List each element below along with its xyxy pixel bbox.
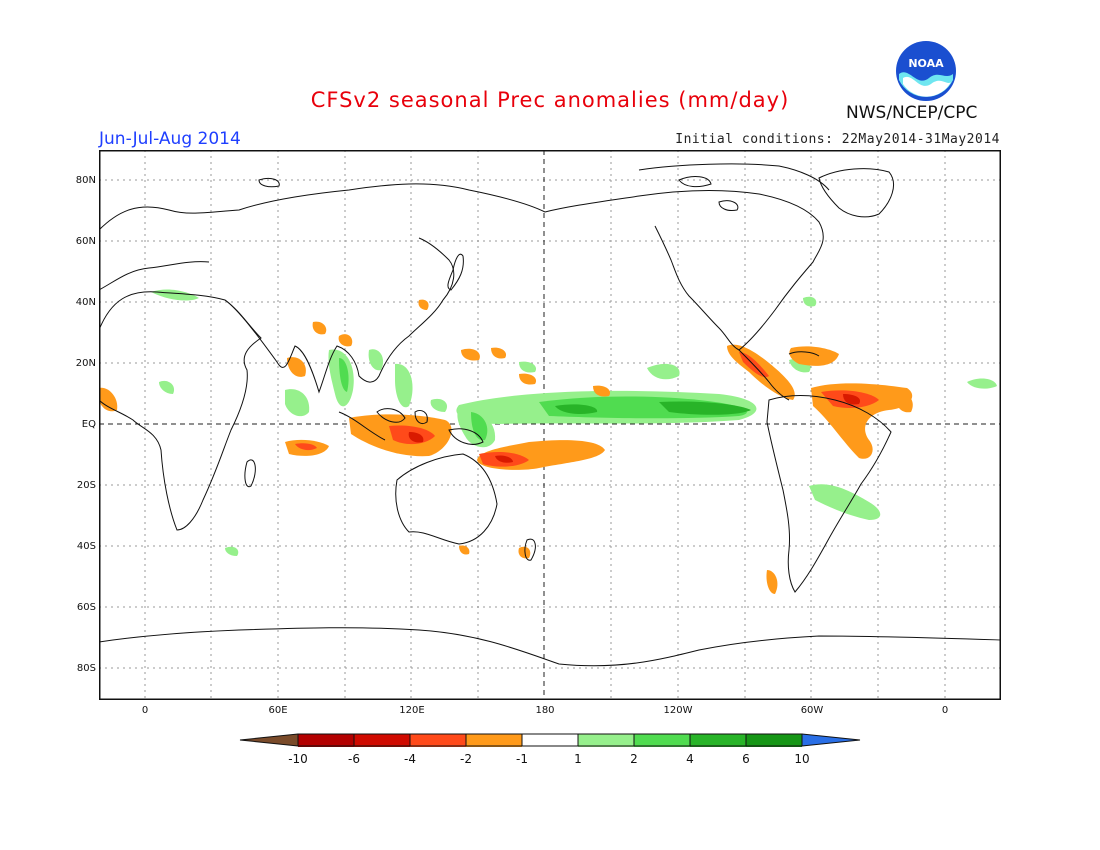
coastlines [99,163,1001,667]
legend-swatch-below-10 [240,734,298,746]
legend-tick-1: 1 [574,752,582,766]
legend-tick-6: 6 [742,752,750,766]
anomaly-map [99,150,1001,700]
initial-conditions-label: Initial conditions: 22May2014-31May2014 [675,132,1000,147]
graticule [99,150,1001,700]
season-label: Jun-Jul-Aug 2014 [99,129,241,149]
agency-label: NWS/NCEP/CPC [846,103,978,123]
lat-label-80s: 80S [76,663,96,674]
legend-swatch-6-10 [746,734,802,747]
legend-tick-neg6: -6 [348,752,360,766]
equator-and-dateline [99,150,1001,700]
lon-label-120e: 120E [399,705,425,716]
legend-tick-neg10: -10 [288,752,308,766]
legend-swatch-2-1 [466,734,522,747]
lat-label-80n: 80N [75,175,96,186]
legend-swatch-1-2 [578,734,634,747]
lon-label-0: 0 [141,705,149,716]
legend-swatch-4-6 [690,734,746,747]
legend-tick-2: 2 [630,752,638,766]
legend-colorbar [239,733,861,747]
lon-label-60w: 60W [800,705,824,716]
legend-tick-10: 10 [794,752,810,766]
lon-label-0-east: 0 [941,705,949,716]
lat-label-eq: EQ [81,419,96,430]
legend-tick-4: 4 [686,752,694,766]
legend-swatch-above-10 [802,734,860,746]
lat-label-20s: 20S [76,480,96,491]
lon-label-60e: 60E [268,705,288,716]
lat-label-40s: 40S [76,541,96,552]
dry-anomalies [99,299,913,594]
lon-label-120w: 120W [663,705,693,716]
map-title: CFSv2 seasonal Prec anomalies (mm/day) [310,88,790,112]
legend-tick-neg2: -2 [460,752,472,766]
legend-tick-neg4: -4 [404,752,416,766]
wet-anomalies [151,289,997,556]
lat-label-60n: 60N [75,236,96,247]
legend-swatch-2-4 [634,734,690,747]
lat-label-20n: 20N [75,358,96,369]
legend-swatch-4-2 [410,734,466,747]
legend-tick-neg1: -1 [516,752,528,766]
legend-swatch-neutral [522,734,578,747]
lon-label-180: 180 [535,705,555,716]
lat-label-40n: 40N [75,297,96,308]
noaa-logo-icon: NOAA [896,41,956,101]
legend-swatch-10-6 [298,734,354,747]
legend-swatch-6-4 [354,734,410,747]
lat-label-60s: 60S [76,602,96,613]
map-frame [99,150,1001,700]
svg-text:NOAA: NOAA [908,57,944,70]
